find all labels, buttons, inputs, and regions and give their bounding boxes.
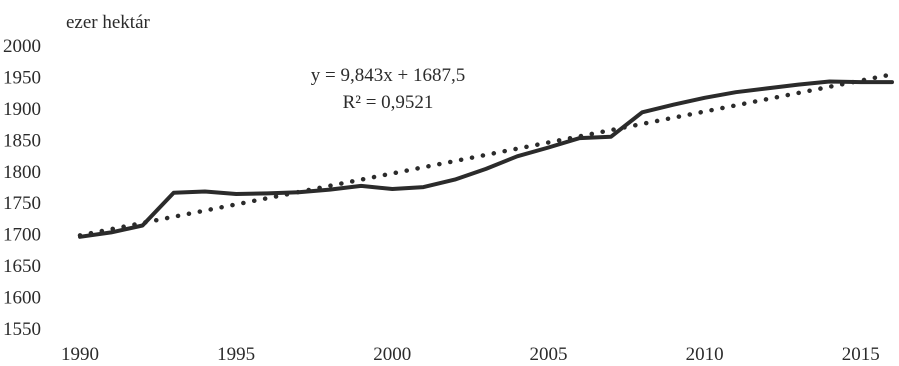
data-point	[579, 137, 581, 139]
data-point	[141, 224, 143, 226]
data-point	[329, 189, 331, 191]
trendline-equation: y = 9,843x + 1687,5	[311, 65, 465, 86]
data-point	[829, 80, 831, 82]
trendline	[77, 72, 895, 238]
data-point	[672, 104, 674, 106]
x-tick-label: 2005	[529, 344, 567, 365]
data-point	[110, 231, 112, 233]
y-unit-label: ezer hektár	[66, 12, 151, 33]
y-tick-label: 1600	[3, 288, 41, 309]
data-point	[735, 91, 737, 93]
x-tick-label: 2010	[686, 344, 724, 365]
trendline-r-squared: R² = 0,9521	[343, 92, 434, 113]
data-point	[360, 185, 362, 187]
x-axis-ticks: 1990 1995 2000 2005 2010 2015	[61, 344, 880, 365]
x-tick-label: 2000	[373, 344, 411, 365]
y-tick-label: 1550	[3, 319, 41, 340]
y-tick-label: 2000	[3, 36, 41, 57]
data-point	[266, 192, 268, 194]
data-point	[204, 191, 206, 193]
data-point	[704, 97, 706, 99]
data-point	[891, 81, 893, 83]
data-point	[766, 87, 768, 89]
data-point	[298, 191, 300, 193]
plot-area	[77, 72, 895, 239]
y-axis-ticks: 2000 1950 1900 1850 1800 1750 1700 1650 1600 1550	[3, 36, 41, 340]
y-tick-label: 1850	[3, 130, 41, 151]
y-tick-label: 1950	[3, 67, 41, 88]
data-point	[391, 188, 393, 190]
y-tick-label: 1700	[3, 225, 41, 246]
data-point	[516, 155, 518, 157]
series-line	[78, 79, 894, 239]
x-tick-label: 1995	[217, 344, 255, 365]
data-point	[641, 111, 643, 113]
data-point	[423, 186, 425, 188]
data-point	[547, 147, 549, 149]
y-tick-label: 1900	[3, 99, 41, 120]
data-point	[454, 179, 456, 181]
data-point	[860, 81, 862, 83]
data-point	[797, 84, 799, 86]
y-tick-label: 1800	[3, 162, 41, 183]
x-tick-label: 2015	[842, 344, 880, 365]
y-tick-label: 1650	[3, 256, 41, 277]
x-tick-label: 1990	[61, 344, 99, 365]
data-point	[79, 236, 81, 238]
data-point	[173, 192, 175, 194]
data-point	[235, 193, 237, 195]
data-point	[610, 136, 612, 138]
y-tick-label: 1750	[3, 193, 41, 214]
data-point	[485, 168, 487, 170]
